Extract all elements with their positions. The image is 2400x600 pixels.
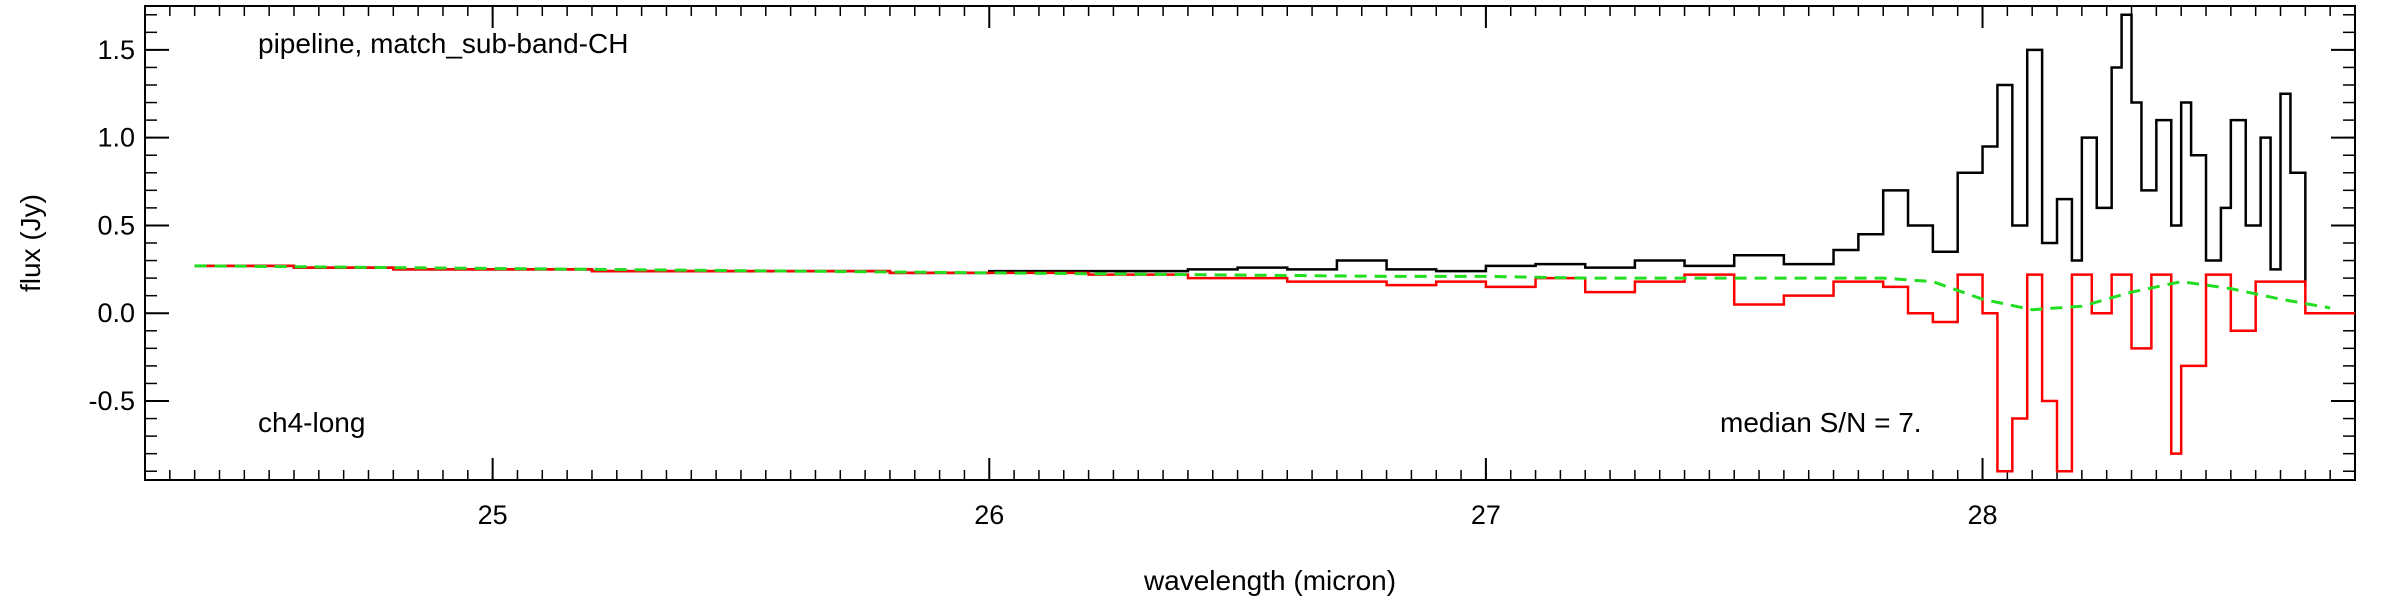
axis-ticks	[144, 6, 2356, 480]
y-tick-label: 0.0	[97, 298, 135, 328]
series-line-1	[194, 264, 2355, 473]
y-tick-label: 1.0	[97, 123, 135, 153]
annotation-bottom-right: median S/N = 7.	[1720, 407, 1922, 438]
y-tick-labels: -0.5 0.0 0.5 1.0 1.5	[88, 35, 135, 416]
x-axis-title: wavelength (micron)	[1143, 565, 1396, 596]
y-tick-label: -0.5	[88, 386, 135, 416]
series-layer	[194, 13, 2355, 473]
series-line-2	[194, 264, 2331, 312]
annotation-bottom-left: ch4-long	[258, 407, 365, 438]
annotation-top-left: pipeline, match_sub-band-CH	[258, 28, 628, 59]
x-tick-label: 26	[974, 500, 1004, 530]
x-tick-label: 28	[1968, 500, 1998, 530]
y-tick-label: 1.5	[97, 35, 135, 65]
x-tick-label: 25	[478, 500, 508, 530]
x-tick-label: 27	[1471, 500, 1501, 530]
y-axis-title: flux (Jy)	[15, 194, 46, 292]
x-tick-labels: 25 26 27 28	[478, 500, 1998, 530]
plot-frame	[144, 5, 2356, 481]
y-tick-label: 0.5	[97, 210, 135, 240]
series-line-0	[194, 13, 2307, 287]
